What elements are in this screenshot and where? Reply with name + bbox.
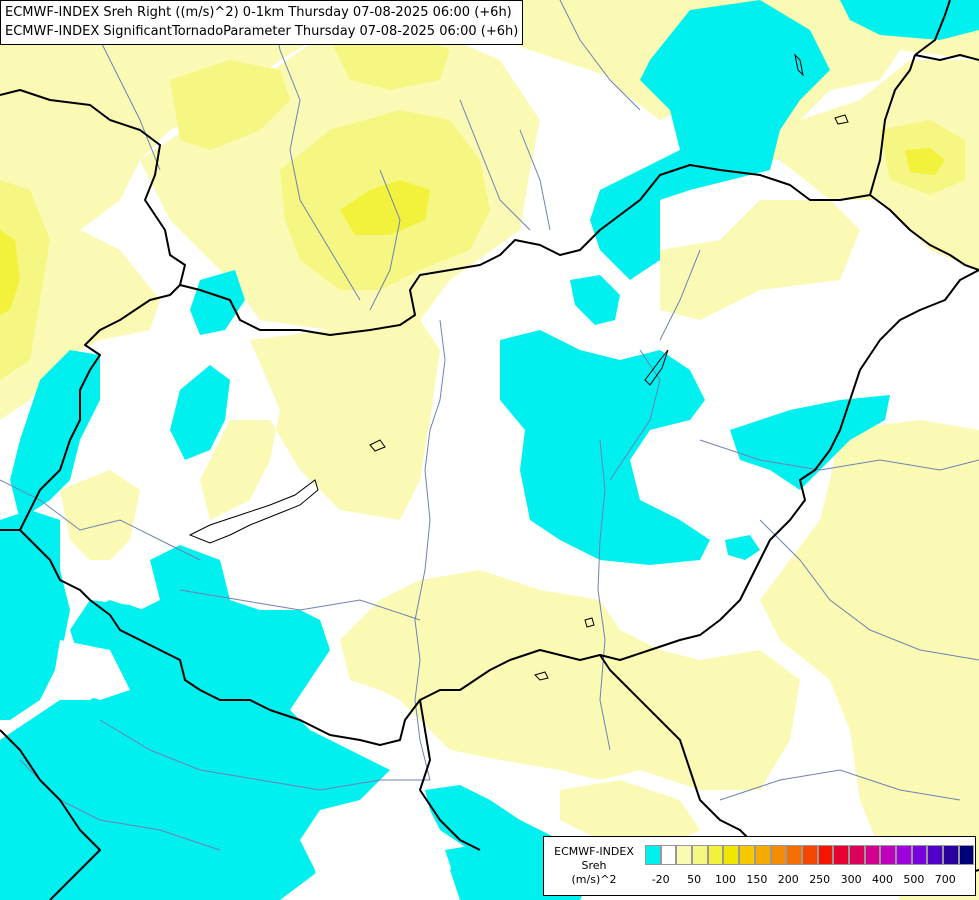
legend-label: 500 xyxy=(903,873,925,886)
legend-label: 250 xyxy=(809,873,831,886)
legend-swatch-row xyxy=(645,845,975,865)
legend-swatch xyxy=(927,845,944,865)
legend-swatch xyxy=(801,845,818,865)
map-title-box: ECMWF-INDEX Sreh Right ((m/s)^2) 0-1km T… xyxy=(0,0,524,45)
legend-swatch xyxy=(880,845,896,865)
legend-label: 400 xyxy=(872,873,893,886)
map-title-stp: ECMWF-INDEX SignificantTornadoParameter … xyxy=(5,24,519,39)
legend-title-unit: (m/s)^2 xyxy=(571,873,617,886)
legend-swatch xyxy=(817,845,834,865)
legend-title: ECMWF-INDEX Sreh (m/s)^2 xyxy=(544,845,644,887)
legend-swatch xyxy=(707,845,724,865)
legend-swatch xyxy=(692,845,708,865)
legend-label: 200 xyxy=(777,873,799,886)
legend-swatch xyxy=(645,845,661,865)
legend-swatch xyxy=(770,845,787,865)
legend-swatch xyxy=(848,845,865,865)
sreh-white-gaps xyxy=(55,640,420,900)
legend-label: -20 xyxy=(651,873,670,886)
legend-title-model: ECMWF-INDEX xyxy=(554,845,634,858)
legend-label: 150 xyxy=(746,873,768,886)
legend-label: 300 xyxy=(840,873,862,886)
legend-label: 100 xyxy=(715,873,736,886)
legend-swatch xyxy=(958,845,975,865)
legend-swatch xyxy=(786,845,802,865)
legend-swatch xyxy=(739,845,755,865)
map-title-sreh: ECMWF-INDEX Sreh Right ((m/s)^2) 0-1km T… xyxy=(5,5,512,20)
legend-label: 50 xyxy=(687,873,702,886)
legend-swatch xyxy=(676,845,693,865)
sreh-yellow-cores xyxy=(0,148,945,315)
color-legend: ECMWF-INDEX Sreh (m/s)^2 -20 50 100 150 200 2… xyxy=(543,836,976,896)
lakes xyxy=(188,53,849,681)
legend-label-row: -20 50 100 150 200 250 300 400 500 700 xyxy=(645,873,975,889)
legend-swatch xyxy=(754,845,771,865)
legend-swatch xyxy=(911,845,928,865)
rivers xyxy=(0,0,979,851)
legend-swatch xyxy=(864,845,881,865)
legend-label: 700 xyxy=(934,873,956,886)
legend-swatch xyxy=(833,845,849,865)
legend-swatch xyxy=(896,845,912,865)
legend-title-field: Sreh xyxy=(581,859,607,872)
legend-swatch xyxy=(943,845,959,865)
legend-swatch xyxy=(660,845,677,865)
legend-swatch xyxy=(723,845,740,865)
